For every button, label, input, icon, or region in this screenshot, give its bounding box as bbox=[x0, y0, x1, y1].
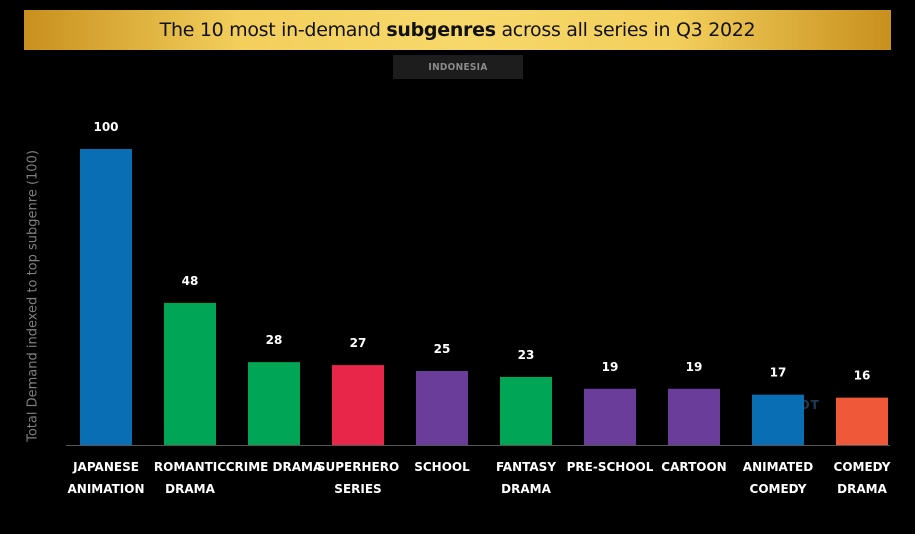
category-tick-label: PRE-SCHOOL bbox=[567, 460, 654, 474]
data-label: 17 bbox=[770, 366, 787, 380]
chart-title: The 10 most in-demand subgenres across a… bbox=[160, 19, 756, 41]
data-label: 23 bbox=[518, 348, 535, 362]
category-tick-label: ANIMATED bbox=[743, 460, 813, 474]
category-tick-label: SERIES bbox=[334, 482, 381, 496]
bar bbox=[416, 371, 468, 445]
category-tick-label: DRAMA bbox=[501, 482, 551, 496]
category-tick-label: CRIME DRAMA bbox=[226, 460, 323, 474]
bar bbox=[248, 362, 300, 445]
region-badge: INDONESIA bbox=[393, 55, 523, 79]
data-label: 100 bbox=[93, 120, 118, 134]
bar bbox=[164, 302, 216, 445]
category-tick-label: ANIMATION bbox=[68, 482, 145, 496]
title-part-end: across all series in Q3 2022 bbox=[495, 19, 756, 41]
data-label: 27 bbox=[350, 336, 367, 350]
title-bold-part: subgenres bbox=[386, 19, 496, 41]
category-tick-label: JAPANESE bbox=[72, 460, 139, 474]
title-part: The 10 most in-demand bbox=[159, 19, 387, 41]
bar bbox=[500, 376, 552, 445]
data-label: 19 bbox=[686, 360, 703, 374]
category-tick-label: FANTASY bbox=[496, 460, 556, 474]
data-label: 25 bbox=[434, 342, 451, 356]
category-tick-label: DRAMA bbox=[837, 482, 887, 496]
bar bbox=[332, 365, 384, 445]
category-tick-label: CARTOON bbox=[661, 460, 726, 474]
category-tick-label: COMEDY bbox=[750, 482, 807, 496]
category-tick-label: ROMANTIC bbox=[154, 460, 226, 474]
data-label: 19 bbox=[602, 360, 619, 374]
bar bbox=[836, 397, 888, 445]
data-label: 28 bbox=[266, 333, 283, 347]
bar bbox=[584, 388, 636, 445]
bar bbox=[668, 388, 720, 445]
bar bbox=[80, 149, 132, 445]
category-tick-label: SCHOOL bbox=[414, 460, 470, 474]
title-banner: The 10 most in-demand subgenres across a… bbox=[24, 10, 891, 50]
bar bbox=[752, 394, 804, 445]
category-tick-label: DRAMA bbox=[165, 482, 215, 496]
category-tick-label: SUPERHERO bbox=[317, 460, 399, 474]
data-label: 16 bbox=[854, 369, 871, 383]
data-label: 48 bbox=[182, 274, 199, 288]
category-tick-label: COMEDY bbox=[834, 460, 891, 474]
